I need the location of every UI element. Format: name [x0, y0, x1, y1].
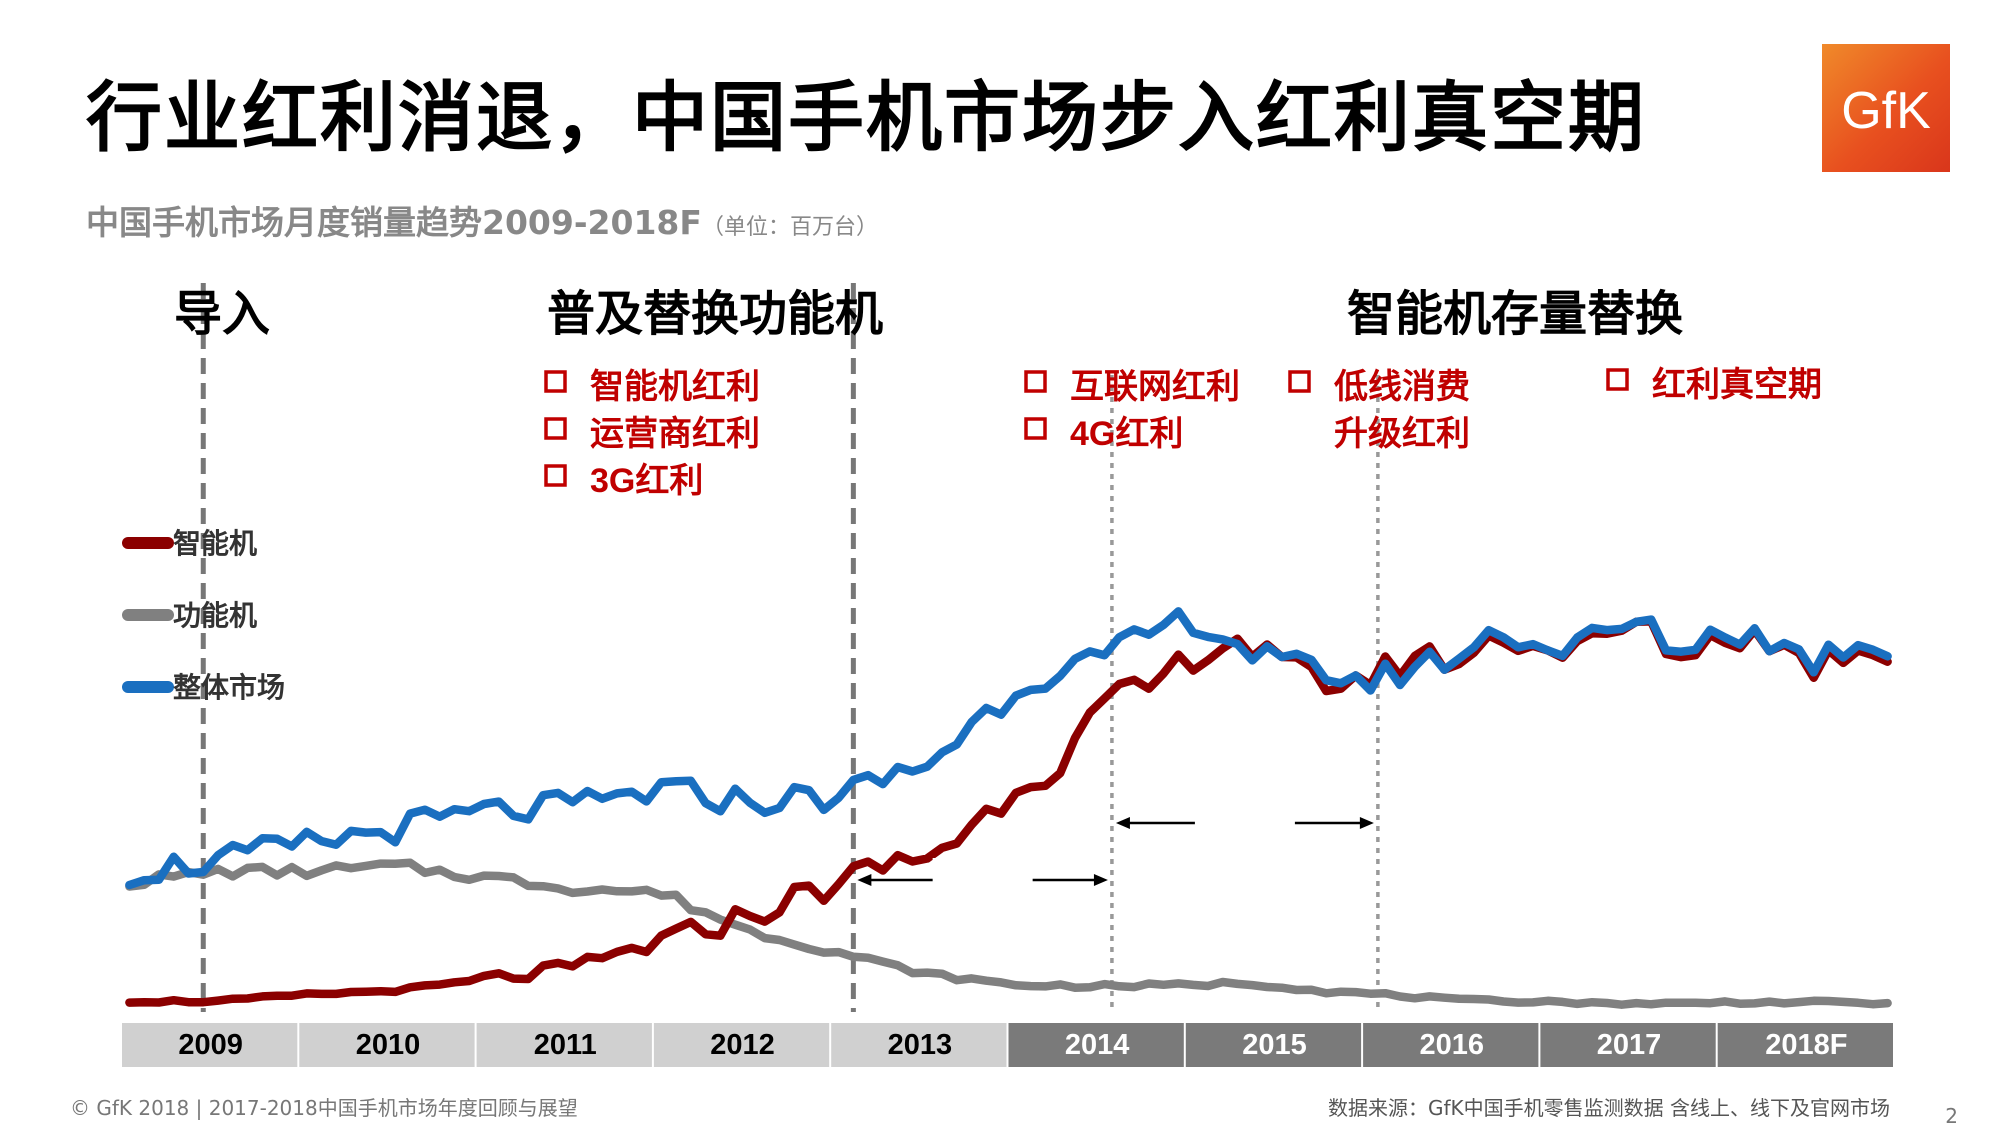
year-tick-label: 2012	[710, 1029, 775, 1061]
checkbox-bullet	[544, 370, 567, 393]
legend-label-total: 整体市场	[173, 671, 285, 703]
annotation-item: 互联网红利	[1070, 368, 1240, 406]
gfk-logo-mark: GfK	[1841, 82, 1931, 140]
annotation-item: 运营商红利	[590, 415, 760, 453]
checkbox-bullet	[544, 417, 567, 440]
copyright-footer: © GfK 2018 | 2017-2018中国手机市场年度回顾与展望	[70, 1096, 578, 1120]
annotation-item: 红利真空期	[1652, 366, 1822, 404]
annotation-item: 升级红利	[1334, 415, 1470, 453]
checkbox-bullet	[544, 464, 567, 487]
year-tick-label: 2014	[1065, 1029, 1130, 1061]
phase-label: 普及替换功能机	[547, 288, 883, 341]
interval-arrow-2-label-bg	[1194, 801, 1295, 843]
subtitle-unit: （单位：百万台）	[701, 215, 878, 240]
phase-label: 智能机存量替换	[1347, 288, 1683, 341]
legend-label-feature: 功能机	[173, 600, 257, 631]
legend-label-smart: 智能机	[173, 528, 257, 559]
interval-arrow-1-head-left	[857, 874, 872, 886]
year-tick-label: 2017	[1597, 1029, 1662, 1061]
annotation-item: 4G红利	[1070, 415, 1183, 453]
year-cell	[476, 1023, 652, 1067]
checkbox-bullet	[1288, 370, 1311, 393]
year-cell	[1363, 1023, 1539, 1067]
checkbox-bullet	[1024, 370, 1047, 393]
series-line-smart	[125, 617, 1892, 1007]
year-cell	[1540, 1023, 1716, 1067]
year-tick-label: 2013	[888, 1029, 953, 1061]
phase-label: 导入	[174, 288, 270, 341]
data-source-footer: 数据来源：GfK中国手机零售监测数据 含线上、线下及官网市场	[1327, 1096, 1890, 1120]
interval-arrow-1-head-right	[1093, 874, 1108, 886]
year-cell	[831, 1023, 1007, 1067]
series-line-feature	[125, 858, 1892, 1009]
year-tick-label: 2011	[534, 1029, 597, 1061]
year-tick-label: 2015	[1242, 1029, 1307, 1061]
year-cell	[299, 1023, 475, 1067]
year-cell	[122, 1023, 298, 1067]
checkbox-bullet	[1024, 417, 1047, 440]
subtitle-text: 中国手机市场月度销量趋势2009-2018F	[86, 203, 702, 242]
series-line-total	[125, 607, 1892, 890]
interval-arrow-2-head-left	[1115, 817, 1130, 829]
year-cell	[1717, 1023, 1893, 1067]
slide-title: 行业红利消退，中国手机市场步入红利真空期	[86, 73, 1646, 162]
year-cell	[1185, 1023, 1362, 1067]
gfk-logo-text: GfK	[1841, 82, 1931, 140]
year-tick-label: 2016	[1419, 1029, 1484, 1061]
annotation-item: 智能机红利	[590, 368, 760, 406]
interval-arrow-1-label-bg	[932, 858, 1033, 900]
annotation-item: 3G红利	[590, 462, 703, 500]
checkbox-bullet	[1606, 368, 1629, 391]
year-tick-label: 2018F	[1765, 1029, 1847, 1061]
interval-arrow-2-head-right	[1359, 817, 1374, 829]
year-cell	[653, 1023, 830, 1067]
year-tick-label: 2010	[356, 1029, 421, 1061]
chart-subtitle: 中国手机市场月度销量趋势2009-2018F（单位：百万台）	[86, 196, 878, 244]
year-tick-label: 2009	[178, 1029, 243, 1061]
annotation-item: 低线消费	[1334, 368, 1470, 406]
year-cell	[1008, 1023, 1184, 1067]
page-number: 2	[1945, 1104, 1958, 1128]
gfk-logo: GfK	[1822, 44, 1950, 172]
